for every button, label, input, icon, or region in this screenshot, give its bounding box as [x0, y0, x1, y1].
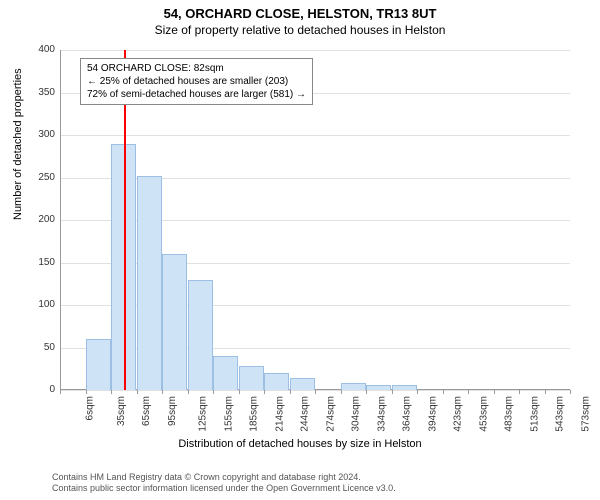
y-tick-label: 100	[25, 299, 55, 310]
page-title: 54, ORCHARD CLOSE, HELSTON, TR13 8UT	[0, 0, 600, 21]
x-tick-label: 185sqm	[249, 396, 260, 432]
histogram-bar	[290, 378, 315, 390]
x-tick-label: 95sqm	[167, 396, 178, 426]
x-tick-label: 573sqm	[580, 396, 591, 432]
x-tick-label: 6sqm	[84, 396, 95, 420]
histogram-bar	[86, 339, 111, 390]
annotation-line: 54 ORCHARD CLOSE: 82sqm	[87, 62, 306, 75]
x-tick-label: 513sqm	[529, 396, 540, 432]
x-tick-label: 214sqm	[274, 396, 285, 432]
x-tick-label: 35sqm	[116, 396, 127, 426]
x-tick-label: 65sqm	[141, 396, 152, 426]
y-tick-label: 250	[25, 172, 55, 183]
gridline	[60, 135, 570, 136]
y-tick-label: 200	[25, 214, 55, 225]
y-tick-label: 150	[25, 257, 55, 268]
annotation-line: 72% of semi-detached houses are larger (…	[87, 88, 306, 101]
copyright-text: Contains HM Land Registry data © Crown c…	[52, 472, 396, 495]
gridline	[60, 50, 570, 51]
x-tick-label: 423sqm	[453, 396, 464, 432]
y-tick-label: 0	[25, 384, 55, 395]
copyright-line: Contains public sector information licen…	[52, 483, 396, 494]
x-tick-label: 394sqm	[427, 396, 438, 432]
x-tick-label: 483sqm	[504, 396, 515, 432]
histogram-bar	[366, 385, 391, 390]
x-tick-label: 453sqm	[478, 396, 489, 432]
histogram-bar	[213, 356, 238, 390]
x-tick-label: 125sqm	[198, 396, 209, 432]
x-tick-label: 364sqm	[402, 396, 413, 432]
histogram-bar	[137, 176, 162, 390]
y-tick-label: 400	[25, 44, 55, 55]
histogram-bar	[341, 383, 366, 390]
histogram-bar	[392, 385, 417, 390]
histogram-bar	[162, 254, 187, 390]
page-subtitle: Size of property relative to detached ho…	[0, 21, 600, 37]
x-axis-label: Distribution of detached houses by size …	[0, 438, 600, 450]
y-axis-label: Number of detached properties	[12, 68, 24, 220]
x-tick-label: 304sqm	[351, 396, 362, 432]
annotation-box: 54 ORCHARD CLOSE: 82sqm← 25% of detached…	[80, 58, 313, 105]
x-tick-label: 274sqm	[325, 396, 336, 432]
y-tick-label: 350	[25, 87, 55, 98]
y-tick-label: 50	[25, 342, 55, 353]
x-tick-label: 155sqm	[223, 396, 234, 432]
x-tick-label: 244sqm	[300, 396, 311, 432]
histogram-bar	[188, 280, 213, 391]
chart-plot-area: 0501001502002503003504006sqm35sqm65sqm95…	[60, 50, 570, 390]
x-tick-label: 543sqm	[555, 396, 566, 432]
histogram-bar	[239, 366, 264, 390]
copyright-line: Contains HM Land Registry data © Crown c…	[52, 472, 396, 483]
annotation-line: ← 25% of detached houses are smaller (20…	[87, 75, 306, 88]
x-tick-label: 334sqm	[376, 396, 387, 432]
histogram-bar	[264, 373, 289, 390]
y-tick-label: 300	[25, 129, 55, 140]
